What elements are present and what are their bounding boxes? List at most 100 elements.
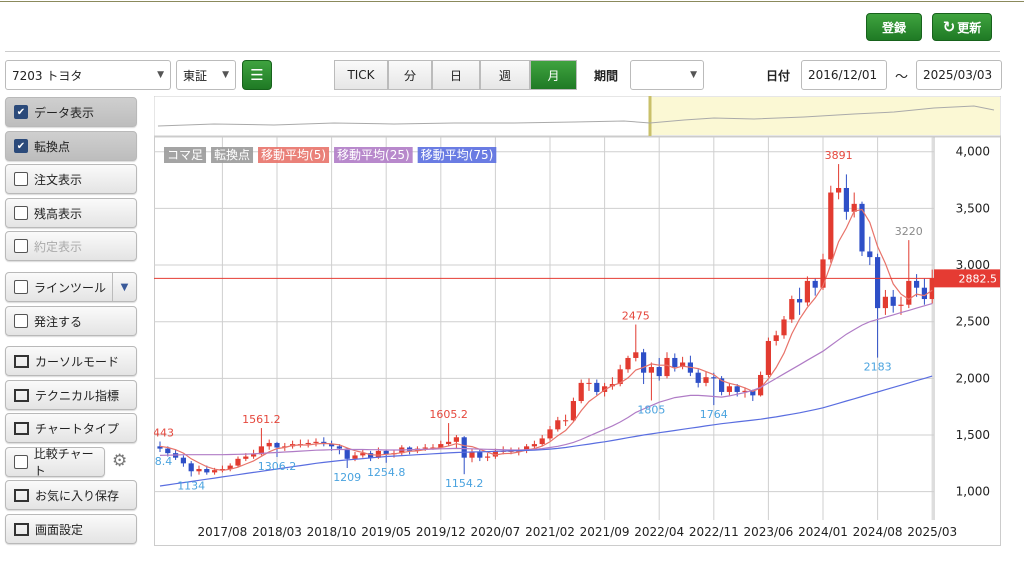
candle-body (188, 463, 194, 472)
candle-body (711, 377, 717, 379)
candle-body (812, 280, 818, 288)
candle-body (219, 469, 225, 471)
navigator-line (157, 105, 995, 127)
candle-body (469, 452, 475, 458)
candle-body (867, 251, 873, 258)
market-text: 東証 (183, 68, 208, 83)
x-tick-label: 2018/10 (307, 525, 357, 539)
legend-swatch (417, 147, 497, 163)
candle-body (430, 447, 436, 449)
x-tick-label: 2025/03 (907, 525, 957, 539)
turning-point-label: 1154.2 (445, 477, 484, 490)
gear-icon[interactable]: ⚙ (112, 451, 128, 471)
period-tab[interactable]: TICK (334, 60, 388, 90)
candle-body (274, 442, 280, 448)
candle-body (344, 448, 350, 459)
sidebar-button[interactable]: ✔ 転換点 (5, 131, 137, 161)
candle-body (797, 299, 803, 303)
turning-point-label: 1605.2 (429, 408, 468, 421)
candle-body (914, 280, 920, 288)
sidebar-button[interactable]: チャートタイプ (5, 413, 137, 443)
candle-body (781, 319, 787, 336)
list-button[interactable]: ☰ (242, 60, 272, 90)
refresh-button[interactable]: ↻ 更新 (932, 13, 992, 41)
range-select[interactable]: ▼ (630, 60, 704, 90)
candle-body (251, 454, 257, 457)
turning-point-label: 3891 (825, 149, 853, 162)
select-arrow: ▼ (690, 70, 697, 80)
moving-average-line (159, 303, 933, 456)
checkbox (14, 206, 28, 220)
candle-body (734, 386, 740, 392)
symbol-select[interactable]: 7203 トヨタ ▼ (5, 60, 171, 90)
candle-body (641, 352, 647, 373)
register-button[interactable]: 登録 (866, 13, 922, 41)
turning-point-label: 1306.2 (258, 460, 297, 473)
sidebar-button[interactable]: ✔ データ表示 (5, 97, 137, 127)
sidebar-label: カーソルモード (35, 354, 120, 369)
candle-body (570, 401, 576, 421)
start-date[interactable]: 2016/12/01 (801, 60, 887, 90)
candle-body (477, 452, 483, 458)
date-separator: 〜 (895, 70, 909, 85)
period-tab[interactable]: 週 (480, 60, 530, 90)
sidebar-button[interactable]: テクニカル指標 (5, 380, 137, 410)
candle-body (516, 450, 522, 452)
sidebar-button[interactable]: 発注する (5, 306, 137, 336)
period-tabs: TICK 分日週月 (334, 60, 578, 90)
candle-body (875, 257, 881, 309)
candle-body (851, 203, 857, 212)
candle-body (539, 438, 545, 445)
period-tab[interactable]: 月 (530, 60, 577, 90)
sidebar-button[interactable]: 残高表示 (5, 198, 137, 228)
checkbox: ✔ (14, 105, 28, 119)
symbol-text: 7203 トヨタ (12, 68, 83, 83)
header-rule (5, 51, 1000, 52)
candle-body (563, 420, 569, 422)
candle-body (305, 442, 311, 445)
candle-body (375, 450, 381, 458)
end-date[interactable]: 2025/03/03 (916, 60, 1002, 90)
y-tick-label: 4,000 (956, 145, 990, 159)
sidebar-button[interactable]: カーソルモード (5, 346, 137, 376)
x-tick-label: 2018/03 (252, 525, 302, 539)
candle-body (383, 450, 389, 455)
x-tick-label: 2021/02 (525, 525, 575, 539)
turning-point-label: 1134 (177, 479, 205, 492)
candle-body (243, 456, 249, 459)
candle-body (531, 444, 537, 447)
x-tick-label: 2023/06 (743, 525, 793, 539)
period-tab[interactable]: 分 (388, 60, 432, 90)
x-tick-label: 2019/05 (361, 525, 411, 539)
market-select[interactable]: 東証 ▼ (176, 60, 236, 90)
candle-body (648, 367, 654, 373)
candle-body (524, 446, 530, 451)
menu-arrow[interactable]: ▼ (112, 273, 136, 301)
sidebar-button[interactable]: 注文表示 (5, 164, 137, 194)
range-label: 期間 (594, 69, 619, 83)
sidebar-button[interactable]: 画面設定 (5, 514, 137, 544)
sidebar-button[interactable]: 比較チャート (5, 447, 105, 478)
y-tick-label: 1,500 (956, 428, 990, 442)
legend-label: コマ足 (167, 148, 203, 162)
candle-body (898, 304, 904, 306)
candle-body (461, 437, 467, 458)
select-arrow: ▼ (222, 70, 229, 80)
candle-body (617, 369, 623, 385)
sidebar-label: 注文表示 (34, 172, 83, 187)
y-tick-label: 2,000 (956, 371, 990, 385)
period-tab[interactable]: 日 (432, 60, 480, 90)
legend-label: 移動平均(25) (337, 148, 410, 162)
candle-body (765, 340, 771, 375)
sidebar-button: 約定表示 (5, 231, 137, 261)
candle-body (165, 448, 171, 454)
x-tick-label: 2020/07 (470, 525, 520, 539)
turning-point-label: 1764 (700, 408, 728, 421)
sidebar-button[interactable]: お気に入り保存 (5, 480, 137, 510)
sidebar-button[interactable]: ラインツール ▼ (5, 272, 137, 302)
sidebar-label: 比較チャート (33, 447, 94, 478)
x-tick-label: 2024/01 (798, 525, 848, 539)
x-tick-label: 2019/12 (416, 525, 466, 539)
x-tick-label: 2022/04 (634, 525, 684, 539)
candle-body (196, 469, 202, 472)
